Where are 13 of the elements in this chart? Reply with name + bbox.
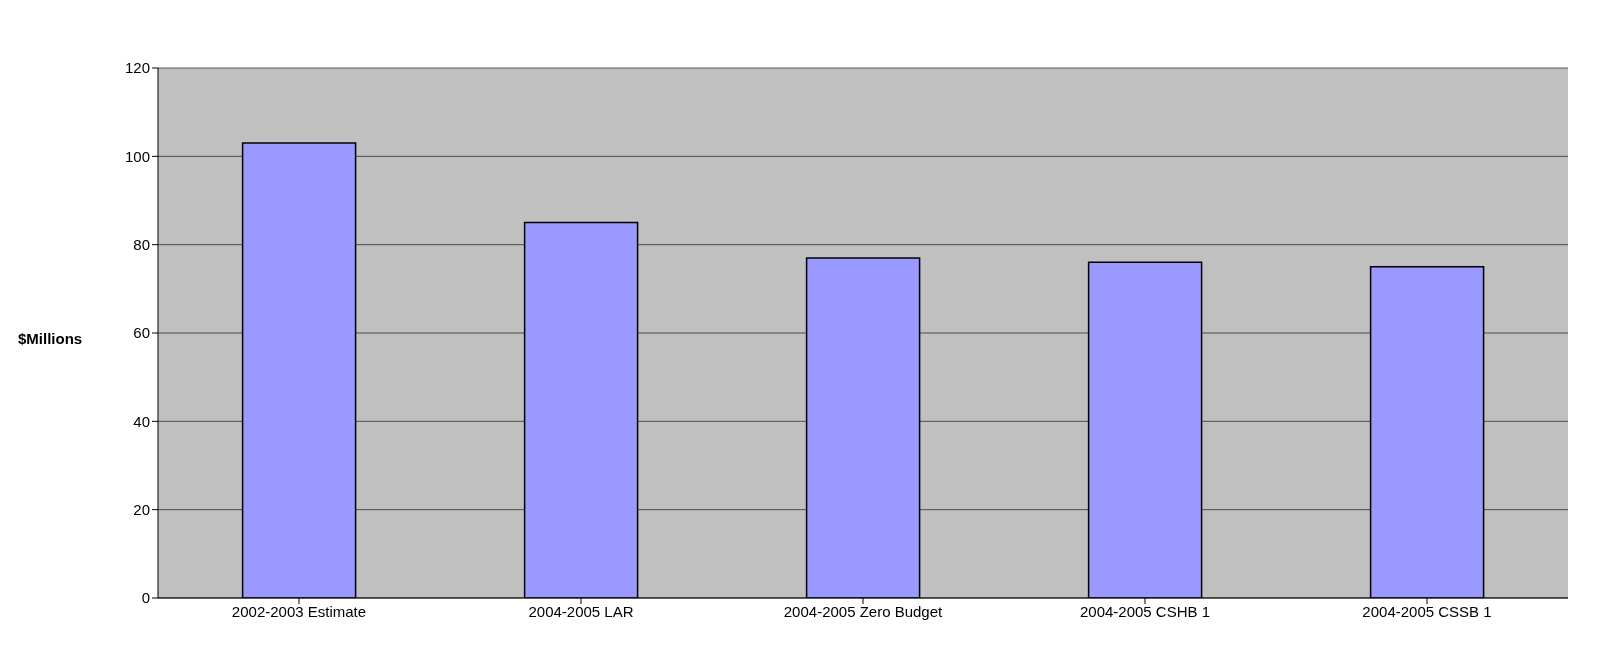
y-tick-label: 80 xyxy=(133,235,150,253)
y-tick-label: 20 xyxy=(133,500,150,518)
x-tick-label: 2004-2005 Zero Budget xyxy=(783,602,944,620)
x-tick-label: 2004-2005 CSHB 1 xyxy=(1079,602,1211,620)
y-axis-title: $Millions xyxy=(18,330,83,347)
x-tick-label: 2004-2005 CSSB 1 xyxy=(1362,602,1492,620)
y-tick-label: 40 xyxy=(133,412,150,430)
x-tick-label: 2004-2005 LAR xyxy=(528,602,634,620)
x-tick-label: 2002-2003 Estimate xyxy=(231,602,367,620)
y-tick-label: 120 xyxy=(124,59,150,77)
y-tick-label: 100 xyxy=(124,147,150,165)
y-tick-label: 60 xyxy=(133,324,150,342)
y-tick-label: 0 xyxy=(141,589,150,607)
